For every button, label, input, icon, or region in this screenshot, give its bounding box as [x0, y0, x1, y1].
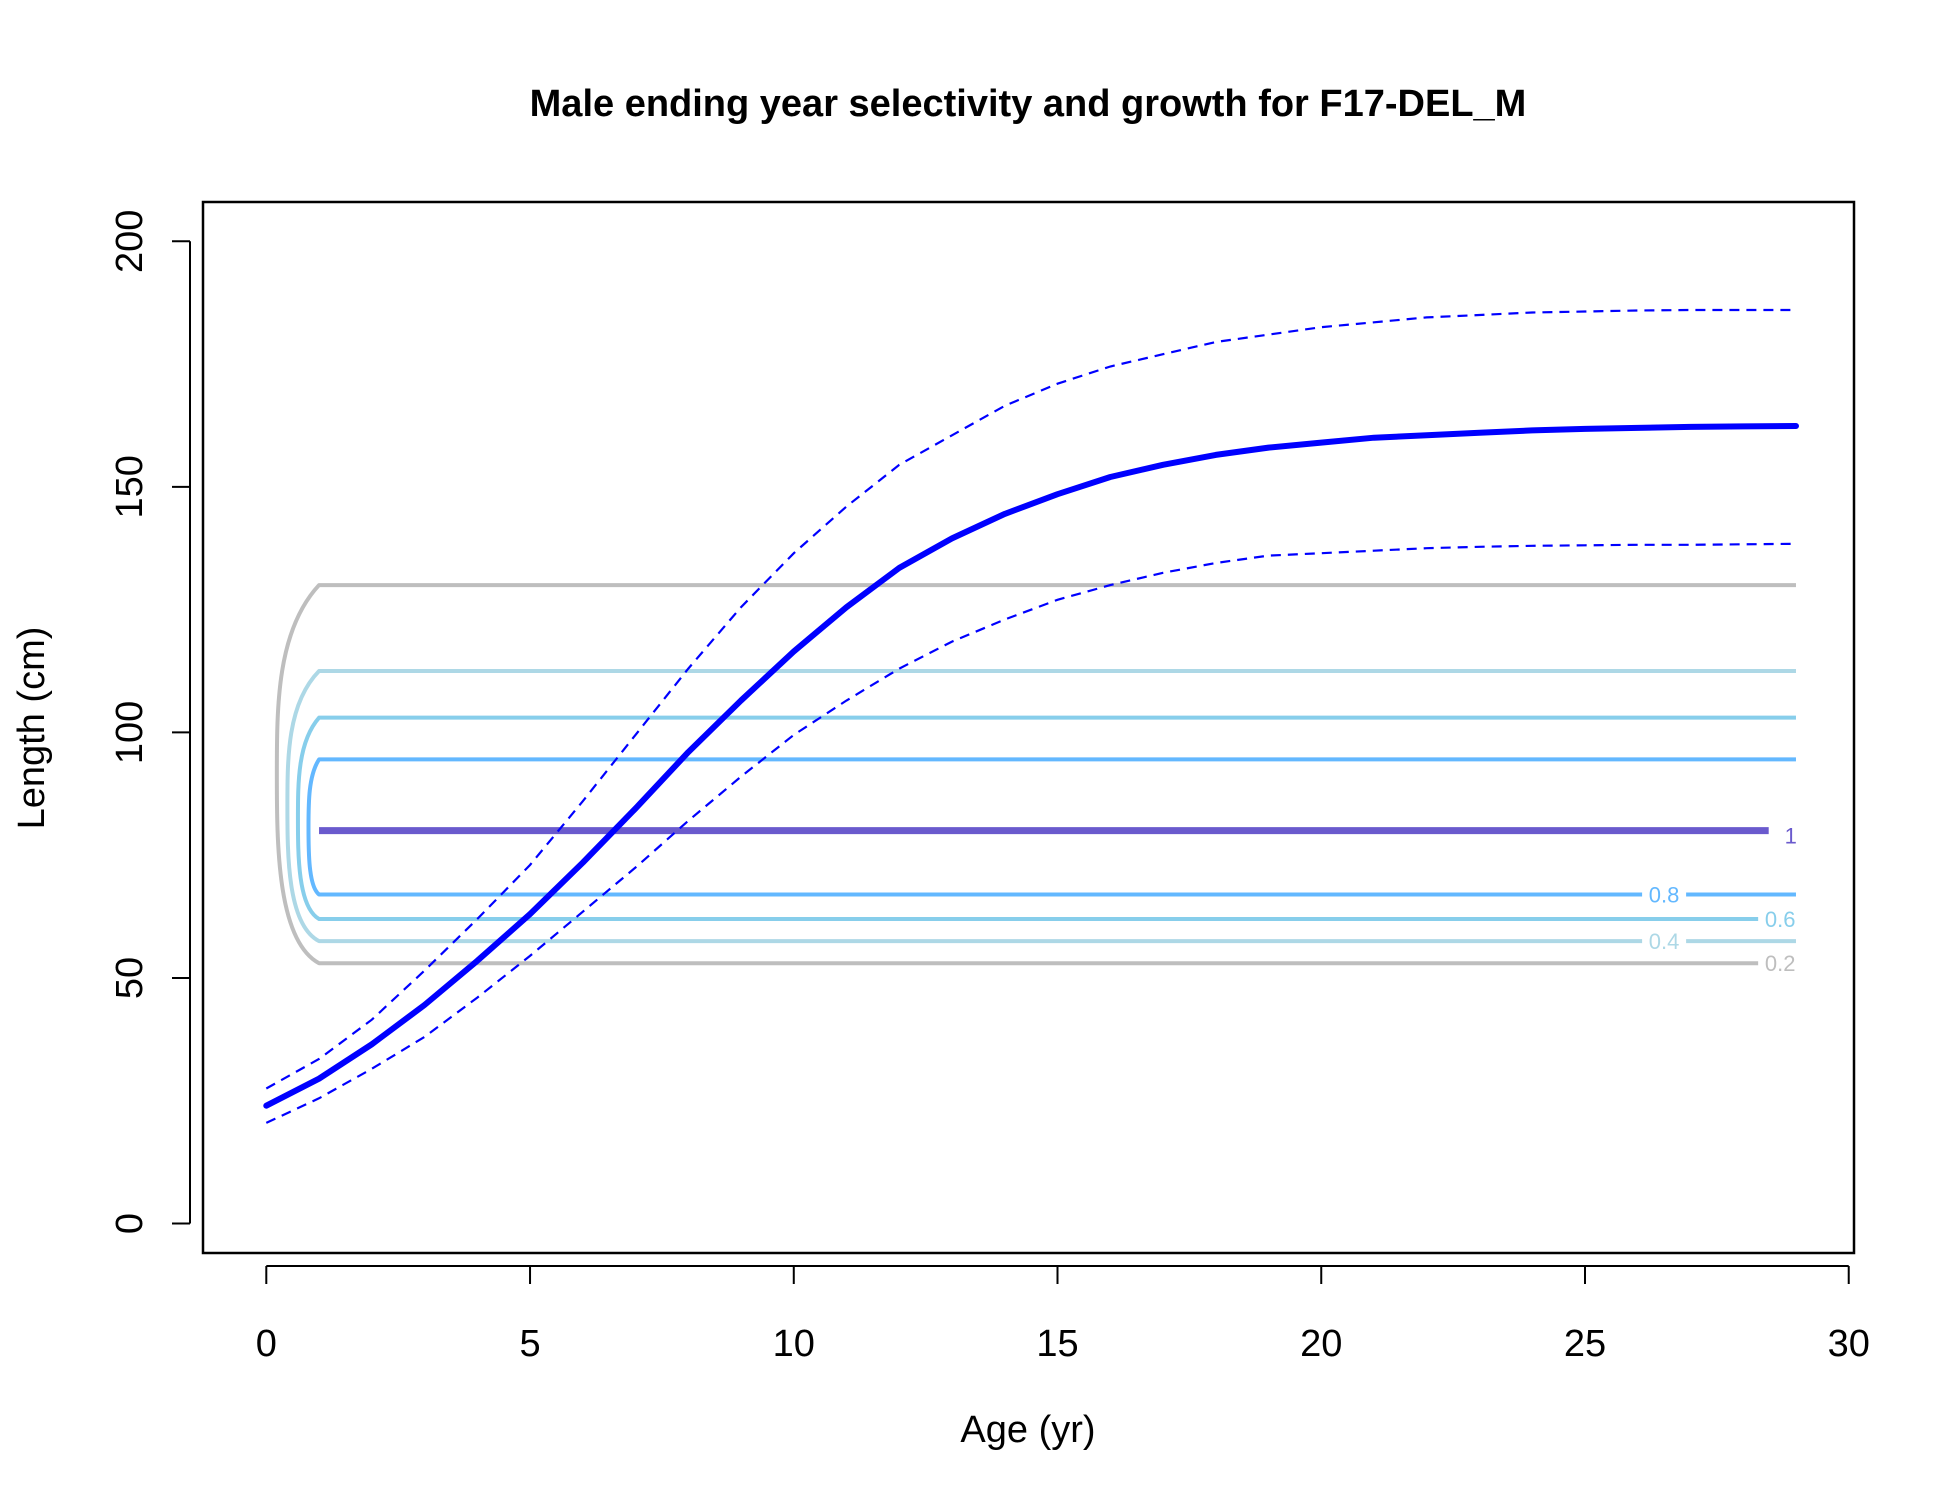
contour-label-0-2: 0.2 — [1765, 951, 1796, 976]
contour-label-gap — [1758, 906, 1803, 933]
growth-lower-interval-line — [265, 542, 1797, 1124]
x-axis-label: Age (yr) — [960, 1409, 1095, 1451]
x-tick-label: 25 — [1564, 1323, 1606, 1365]
contour-label-gap — [1768, 822, 1813, 849]
contour-label-0-6: 0.6 — [1765, 907, 1796, 932]
y-tick-label: 150 — [109, 455, 151, 518]
contour-label-0-8: 0.8 — [1649, 882, 1680, 907]
y-tick-label: 50 — [109, 957, 151, 999]
growth-upper-interval-line — [265, 308, 1796, 1090]
selectivity-contour-0-6 — [295, 715, 1796, 922]
x-tick-label: 30 — [1828, 1323, 1870, 1365]
x-tick-label: 20 — [1300, 1323, 1342, 1365]
axes: 0 5 10 15 20 25 30 0 50 100 150 200 — [109, 210, 1870, 1365]
contour-label-gap — [1642, 881, 1687, 908]
y-tick-label: 100 — [109, 701, 151, 764]
y-axis-label: Length (cm) — [11, 627, 53, 830]
selectivity-contour-0-4 — [285, 669, 1796, 944]
plot-area: 0.2 0.4 0.6 0.8 1 — [263, 308, 1813, 1124]
plot-frame — [201, 200, 1856, 1255]
y-tick-label: 200 — [109, 210, 151, 273]
x-tick-label: 10 — [773, 1323, 815, 1365]
x-tick-label: 0 — [256, 1323, 277, 1365]
y-tick-label: 0 — [109, 1213, 151, 1234]
contour-label-gap — [1758, 950, 1803, 977]
growth-mean-line — [263, 423, 1799, 1109]
contour-label-1: 1 — [1785, 824, 1797, 849]
contour-label-0-4: 0.4 — [1649, 929, 1680, 954]
selectivity-contour-0-2 — [274, 583, 1796, 966]
contour-label-gap — [1642, 928, 1687, 955]
selectivity-contour-0-8 — [306, 757, 1796, 897]
chart-title: Male ending year selectivity and growth … — [530, 83, 1527, 125]
x-tick-label: 5 — [519, 1323, 540, 1365]
x-tick-label: 15 — [1036, 1323, 1078, 1365]
